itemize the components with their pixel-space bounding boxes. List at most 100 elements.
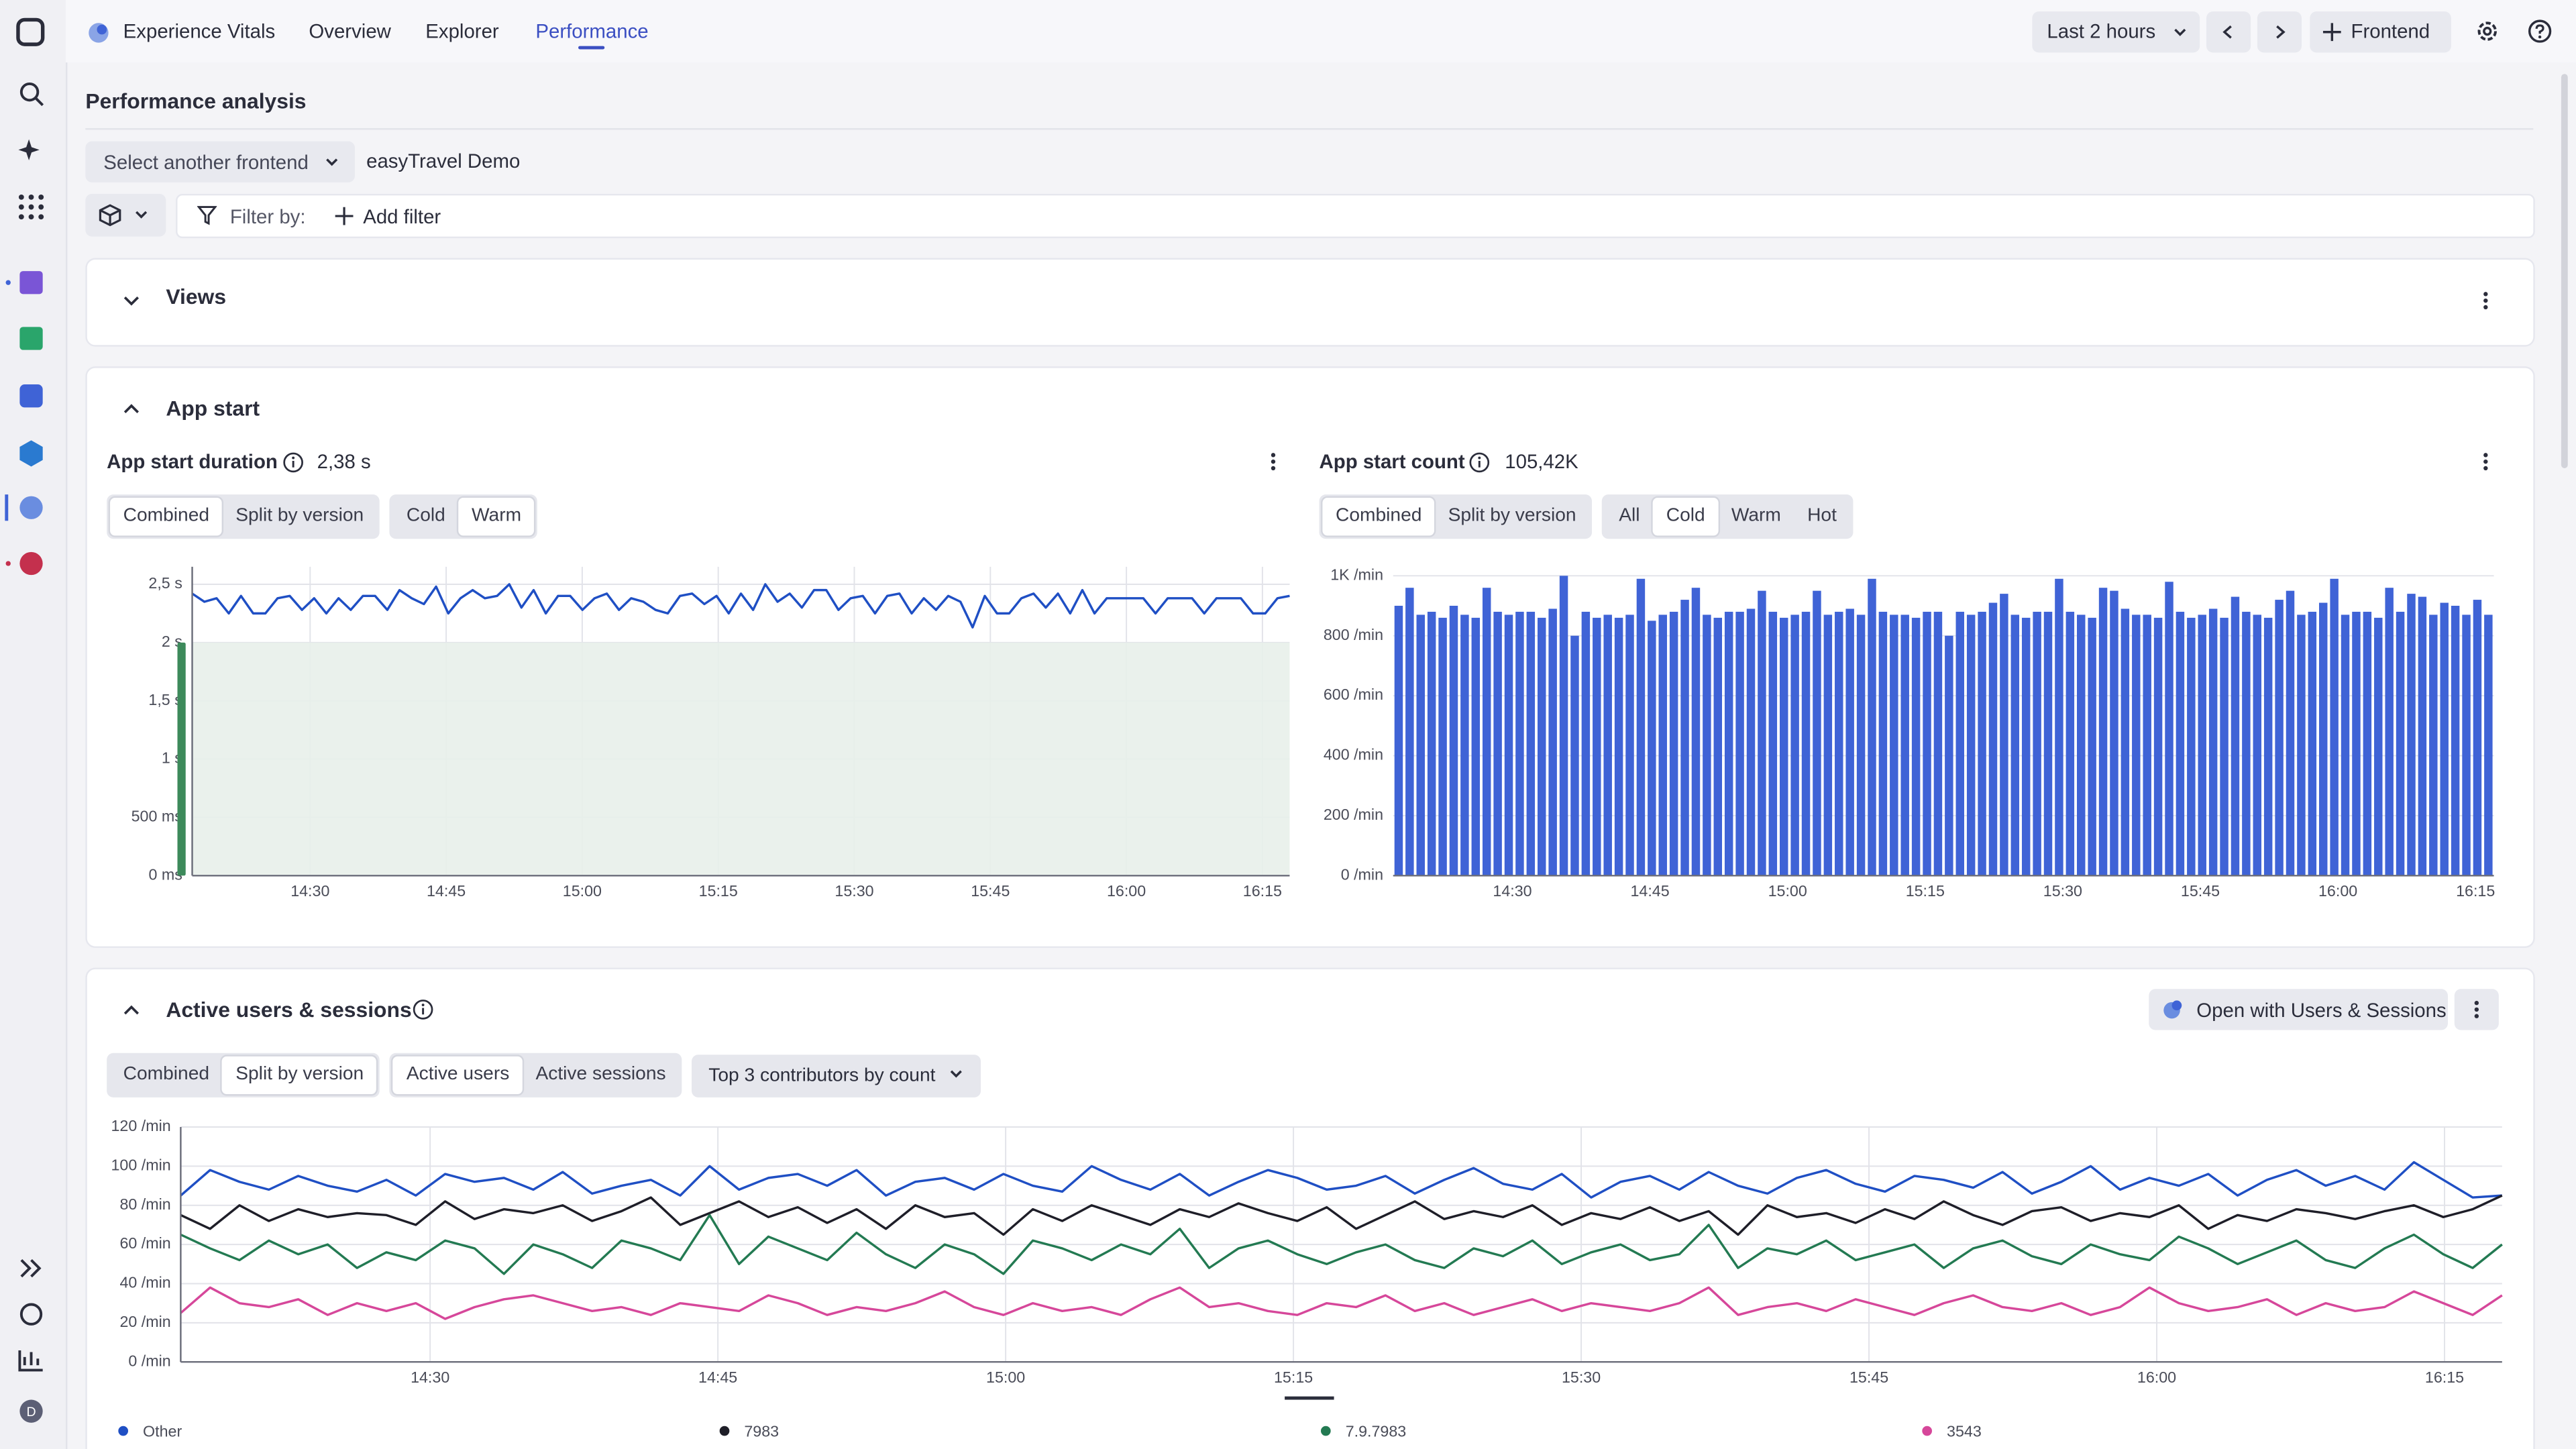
scrollbar: [2561, 74, 2568, 468]
chart-summary: 105,42K: [1505, 450, 1578, 474]
open-label: Open with Users & Sessions: [2196, 998, 2447, 1022]
nav-tab[interactable]: Overview: [309, 19, 391, 43]
support-icon[interactable]: [19, 1303, 43, 1326]
section-title[interactable]: Active users & sessions: [166, 997, 412, 1022]
select-label: Select another frontend: [103, 151, 309, 174]
app-name[interactable]: Experience Vitals: [123, 19, 276, 43]
app-start-section: [85, 366, 2535, 949]
active-indicator: [5, 494, 9, 521]
plus-icon: [2322, 23, 2341, 42]
chart-summary: 2,38 s: [317, 450, 371, 474]
segmented-control: Combined Split by version: [107, 1053, 380, 1098]
app-icon[interactable]: [19, 271, 43, 294]
app-icon[interactable]: [19, 440, 43, 467]
filter-bar[interactable]: Filter by: Add filter: [176, 193, 2535, 239]
toggle-option[interactable]: Hot: [1807, 506, 1837, 526]
filter-label: Filter by:: [229, 205, 306, 229]
toggle-option[interactable]: Cold: [406, 506, 445, 526]
segmented-control: All Cold Warm Hot: [1602, 494, 1854, 539]
chart-controls: Combined Split by version All Cold Warm Hot: [1319, 494, 1854, 539]
toggle-option[interactable]: Warm: [1731, 506, 1781, 526]
apps-icon[interactable]: [18, 194, 44, 220]
timeframe-label: Last 2 hours: [2047, 19, 2156, 43]
nav-tab[interactable]: Explorer: [425, 19, 499, 43]
active-users-section: [85, 967, 2535, 1449]
expand-chevron[interactable]: [121, 290, 141, 310]
avatar-initial: D: [26, 1405, 36, 1419]
scroll-indicator: [1285, 1396, 1334, 1399]
chevron-icon: [2174, 28, 2186, 36]
contributors-dropdown[interactable]: Top 3 contributors by count: [692, 1054, 982, 1097]
kebab-menu[interactable]: [2454, 989, 2499, 1030]
search-icon[interactable]: [19, 82, 40, 102]
frontend-select[interactable]: Select another frontend: [85, 141, 355, 182]
app-icon[interactable]: [19, 384, 43, 408]
section-title[interactable]: App start: [166, 396, 260, 421]
toggle-option[interactable]: Combined: [110, 498, 223, 536]
app-icon[interactable]: [19, 496, 43, 519]
page-title: Performance analysis: [85, 89, 307, 113]
chart-title: App start count: [1319, 450, 1465, 474]
app-icon[interactable]: [19, 551, 43, 576]
chart-controls: Combined Split by version Cold Warm: [107, 494, 538, 539]
segmented-control: Combined Split by version: [1319, 494, 1593, 539]
next-button[interactable]: [2257, 11, 2302, 53]
settings-icon[interactable]: [2474, 18, 2500, 44]
frontend-label: Frontend: [2351, 19, 2430, 43]
dropdown-label: Top 3 contributors by count: [708, 1065, 936, 1085]
previous-button[interactable]: [2206, 11, 2251, 53]
timeframe-button[interactable]: Last 2 hours: [2032, 11, 2200, 53]
stats-icon[interactable]: [18, 1350, 43, 1372]
app-icon[interactable]: [19, 327, 43, 350]
add-filter[interactable]: Add filter: [363, 205, 441, 229]
nav-tab[interactable]: Performance: [535, 19, 649, 43]
views-section: [85, 258, 2535, 347]
pin-dot: [5, 280, 11, 285]
segmented-control: Combined Split by version: [107, 494, 380, 539]
segmented-control: Active users Active sessions: [390, 1053, 683, 1098]
frontend-name: easyTravel Demo: [366, 149, 521, 173]
info-icon[interactable]: [413, 999, 434, 1020]
frontend-button[interactable]: Frontend: [2310, 11, 2451, 53]
info-icon[interactable]: [282, 451, 304, 473]
app-icon: [2163, 1000, 2182, 1019]
toggle-option[interactable]: All: [1619, 506, 1640, 526]
chart-controls: Combined Split by version Active users Acti…: [107, 1053, 982, 1098]
kebab-menu[interactable]: [2479, 450, 2493, 473]
toggle-option[interactable]: Cold: [1653, 498, 1719, 536]
toggle-option[interactable]: Split by version: [1448, 506, 1576, 526]
collapse-chevron[interactable]: [121, 399, 141, 419]
pin-dot: [5, 561, 11, 566]
logo-icon[interactable]: [16, 17, 45, 46]
toggle-option[interactable]: Split by version: [235, 506, 364, 526]
toggle-option[interactable]: Active users: [393, 1056, 523, 1095]
divider: [85, 128, 2534, 130]
tab-underline: [578, 46, 605, 50]
chart-title: App start duration: [107, 450, 278, 474]
kebab-menu[interactable]: [1267, 450, 1280, 473]
help-icon[interactable]: [2527, 18, 2553, 44]
expand-icon[interactable]: [20, 1258, 42, 1278]
sidebar: D: [0, 0, 68, 1449]
sidebar-icons: D: [5, 17, 45, 1423]
kebab-menu[interactable]: [2479, 289, 2493, 312]
section-title[interactable]: Views: [166, 284, 227, 309]
toggle-option[interactable]: Split by version: [222, 1056, 377, 1095]
entity-menu[interactable]: [85, 193, 166, 237]
info-icon[interactable]: [1468, 451, 1490, 473]
chevron-icon: [949, 1065, 965, 1085]
collapse-chevron[interactable]: [121, 1000, 141, 1020]
chevron-icon: [326, 158, 338, 166]
ai-icon[interactable]: [18, 139, 40, 161]
toggle-option[interactable]: Active sessions: [535, 1064, 666, 1085]
toggle-option[interactable]: Warm: [458, 498, 535, 536]
app-logo: [89, 23, 109, 43]
open-button[interactable]: Open with Users & Sessions: [2149, 989, 2448, 1030]
plus-icon: [335, 207, 354, 225]
avatar[interactable]: [19, 1399, 43, 1423]
search-icon-handle: [35, 97, 44, 107]
toggle-option[interactable]: Combined: [1322, 498, 1435, 536]
cube-icon: [99, 204, 148, 227]
toggle-option[interactable]: Combined: [123, 1064, 210, 1085]
